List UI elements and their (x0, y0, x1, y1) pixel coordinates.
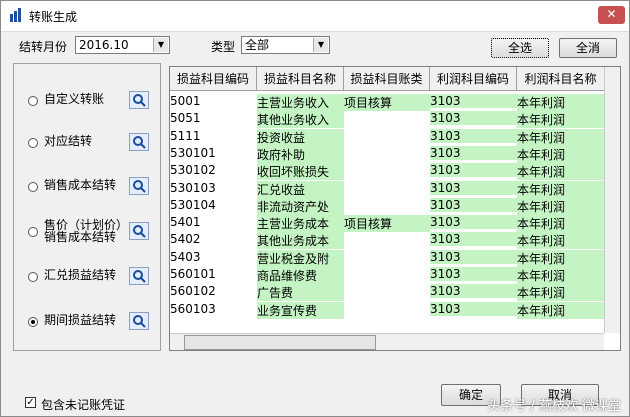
grid-cell: 政府补助 (257, 145, 344, 163)
grid-cell: 本年利润 (517, 145, 605, 163)
radio-button[interactable] (28, 182, 38, 192)
search-button[interactable] (129, 91, 149, 109)
search-button[interactable] (129, 222, 149, 240)
grid-cell: 本年利润 (517, 163, 605, 181)
grid-cell: 本年利润 (517, 180, 605, 198)
grid-cell: 5051 (170, 111, 201, 126)
search-button[interactable] (129, 177, 149, 195)
grid-cell: 本年利润 (517, 284, 605, 302)
ok-button[interactable]: 确定 (441, 384, 501, 406)
column-header: 利润科目名称 (517, 67, 605, 91)
grid-cell: 3103 (430, 94, 517, 108)
radio-button[interactable] (28, 227, 38, 237)
grid-cell: 530103 (170, 180, 216, 195)
include-label: 包含未记账凭证 (41, 398, 126, 412)
search-button[interactable] (129, 267, 149, 285)
grid-cell: 3103 (430, 197, 517, 212)
scroll-thumb[interactable] (184, 335, 376, 350)
grid-cell: 其他业务成本 (257, 232, 344, 250)
grid-cell: 3103 (430, 301, 517, 316)
grid-cell: 560102 (170, 284, 216, 299)
grid-cell: 5403 (170, 249, 201, 264)
grid-cell: 广告费 (257, 284, 344, 302)
window-title: 转账生成 (29, 10, 78, 24)
grid-cell: 3103 (430, 111, 517, 126)
type-value: 全部 (245, 38, 270, 52)
column-header: 利润科目编码 (430, 67, 517, 91)
grid-cell: 收回坏账损失 (257, 163, 344, 181)
grid-cell: 本年利润 (517, 215, 605, 233)
watermark: 头条号 / 燕枝欢 微课堂 (487, 399, 621, 414)
radio-button[interactable] (28, 138, 38, 148)
grid-cell: 主营业务成本 (257, 215, 344, 233)
grid-cell: 本年利润 (517, 128, 605, 146)
grid-cell: 本年利润 (517, 197, 605, 215)
grid-cell: 530102 (170, 163, 216, 178)
grid-cell: 本年利润 (517, 111, 605, 129)
options-panel: 自定义转账对应结转销售成本结转售价（计划价）销售成本结转汇兑损益结转 期间损益结转 (13, 63, 161, 351)
grid-cell: 5401 (170, 215, 201, 230)
search-button[interactable] (129, 133, 149, 151)
grid-cell: 本年利润 (517, 267, 605, 284)
radio-button[interactable] (28, 96, 38, 106)
month-label: 结转月份 (19, 40, 68, 54)
app-icon (10, 8, 21, 22)
vertical-scrollbar[interactable] (604, 67, 620, 333)
month-select[interactable]: 2016.10 ▼ (75, 36, 170, 54)
grid-cell: 项目核算 (344, 94, 430, 111)
grid-cell: 投资收益 (257, 128, 344, 146)
grid-cell: 本年利润 (517, 249, 605, 267)
grid-cell: 5001 (170, 94, 201, 108)
grid-cell: 3103 (430, 180, 517, 195)
radio-button[interactable] (28, 317, 38, 327)
data-grid: 损益科目编码 损益科目名称 损益科目账类 利润科目编码 利润科目名称 5001 主营业务收入… (169, 66, 621, 351)
option-label: 期间损益结转 (44, 313, 117, 327)
grid-cell: 560101 (170, 267, 216, 281)
grid-cell: 项目核算 (344, 215, 430, 233)
grid-cell: 3103 (430, 284, 517, 299)
grid-cell: 3103 (430, 128, 517, 143)
grid-cell: 3103 (430, 232, 517, 247)
grid-cell: 营业税金及附 (257, 249, 344, 267)
grid-cell: 5402 (170, 232, 201, 247)
grid-cell: 3103 (430, 267, 517, 281)
radio-button[interactable] (28, 272, 38, 282)
option-label: 自定义转账 (44, 92, 105, 106)
column-header: 损益科目编码 (170, 67, 257, 91)
grid-cell: 汇兑收益 (257, 180, 344, 198)
grid-cell: 560103 (170, 301, 216, 316)
type-select[interactable]: 全部 ▼ (241, 36, 330, 54)
clear-all-button[interactable]: 全消 (559, 38, 617, 58)
option-label: 销售成本结转 (44, 178, 117, 192)
grid-cell: 本年利润 (517, 94, 605, 111)
grid-cell: 商品维修费 (257, 267, 344, 284)
option-label: 对应结转 (44, 134, 93, 148)
grid-cell: 其他业务收入 (257, 111, 344, 129)
grid-cell: 5111 (170, 128, 201, 143)
grid-cell: 业务宣传费 (257, 301, 344, 319)
grid-cell: 3103 (430, 163, 517, 178)
grid-cell: 本年利润 (517, 301, 605, 319)
type-label: 类型 (211, 40, 236, 54)
column-header: 损益科目名称 (257, 67, 344, 91)
title-bar: 转账生成 ✕ (1, 1, 629, 32)
option-label: 汇兑损益结转 (44, 268, 117, 282)
close-button[interactable]: ✕ (598, 6, 625, 24)
search-button[interactable] (129, 312, 149, 330)
month-value: 2016.10 (79, 38, 129, 52)
grid-cell: 530101 (170, 145, 216, 160)
cancel-button[interactable]: 取消 (521, 384, 599, 406)
column-header: 损益科目账类 (344, 67, 430, 91)
include-checkbox[interactable]: ✓ (25, 397, 36, 408)
grid-cell: 3103 (430, 145, 517, 160)
grid-cell: 3103 (430, 215, 517, 230)
select-all-button[interactable]: 全选 (491, 38, 549, 58)
grid-cell: 3103 (430, 249, 517, 264)
grid-cell: 本年利润 (517, 232, 605, 250)
option-label: 售价（计划价）销售成本结转 (44, 218, 129, 244)
grid-cell: 非流动资产处 (257, 197, 344, 215)
grid-cell: 主营业务收入 (257, 94, 344, 111)
grid-cell: 530104 (170, 197, 216, 212)
